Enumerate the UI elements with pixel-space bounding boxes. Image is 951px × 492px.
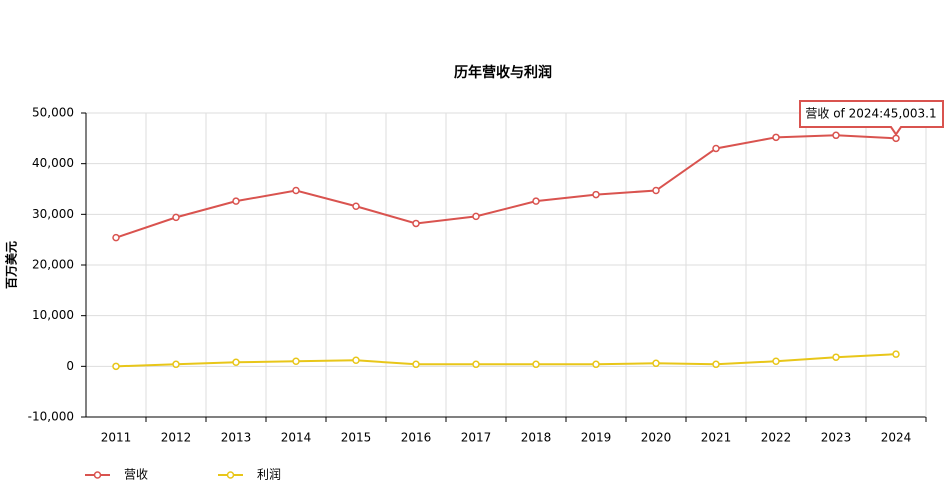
point <box>892 134 900 143</box>
chart-title: 历年营收与利润 <box>454 64 552 81</box>
legend-marker <box>93 471 102 479</box>
y-tick-label: -10,000 <box>28 410 74 424</box>
x-tick-label: 2022 <box>761 431 792 445</box>
point <box>112 233 120 242</box>
x-tick-label: 2012 <box>161 431 192 445</box>
point <box>592 190 600 199</box>
x-tick-label: 2015 <box>341 431 372 445</box>
x-tick-label: 2013 <box>221 431 252 445</box>
point <box>712 360 720 369</box>
series-line <box>115 134 897 239</box>
point <box>832 131 840 140</box>
point <box>352 356 360 365</box>
point <box>292 186 300 195</box>
point <box>712 144 720 153</box>
point <box>772 133 780 142</box>
point <box>652 359 660 368</box>
legend-label: 利润 <box>257 468 281 482</box>
tooltip-box <box>799 100 944 137</box>
x-tick-label: 2011 <box>101 431 132 445</box>
y-tick-label: 0 <box>66 359 74 373</box>
x-tick-label: 2021 <box>701 431 732 445</box>
point <box>652 186 660 195</box>
legend-marker <box>226 471 235 479</box>
x-tick-label: 2014 <box>281 431 312 445</box>
x-tick-label: 2024 <box>881 431 912 445</box>
point <box>832 353 840 361</box>
y-tick-label: 40,000 <box>32 156 74 170</box>
legend-label: 营收 <box>124 468 148 482</box>
y-axis-label: 百万美元 <box>4 241 19 289</box>
point <box>592 360 600 369</box>
tooltip-text: 营收 of 2024:45,003.1 <box>805 107 936 121</box>
point <box>172 360 180 369</box>
series-line <box>115 353 897 368</box>
point <box>532 360 540 369</box>
point <box>472 360 480 369</box>
x-tick-label: 2016 <box>401 431 432 445</box>
x-tick-label: 2020 <box>641 431 672 445</box>
point <box>232 197 240 205</box>
point <box>472 212 480 221</box>
x-tick-label: 2018 <box>521 431 552 445</box>
x-tick-label: 2023 <box>821 431 852 445</box>
point <box>172 213 180 222</box>
x-tick-label: 2017 <box>461 431 492 445</box>
point <box>112 362 120 371</box>
point <box>892 350 900 358</box>
point <box>412 360 420 369</box>
point <box>352 202 360 210</box>
tooltip: 营收 of 2024:45,003.1 <box>799 100 944 137</box>
point <box>532 197 540 205</box>
point <box>292 357 300 366</box>
point <box>412 219 420 228</box>
y-tick-label: 30,000 <box>32 207 74 221</box>
point <box>232 358 240 367</box>
y-tick-label: 50,000 <box>32 106 74 120</box>
y-tick-label: 10,000 <box>32 308 74 322</box>
y-tick-label: 20,000 <box>32 258 74 272</box>
point <box>772 357 780 366</box>
x-tick-label: 2019 <box>581 431 612 445</box>
